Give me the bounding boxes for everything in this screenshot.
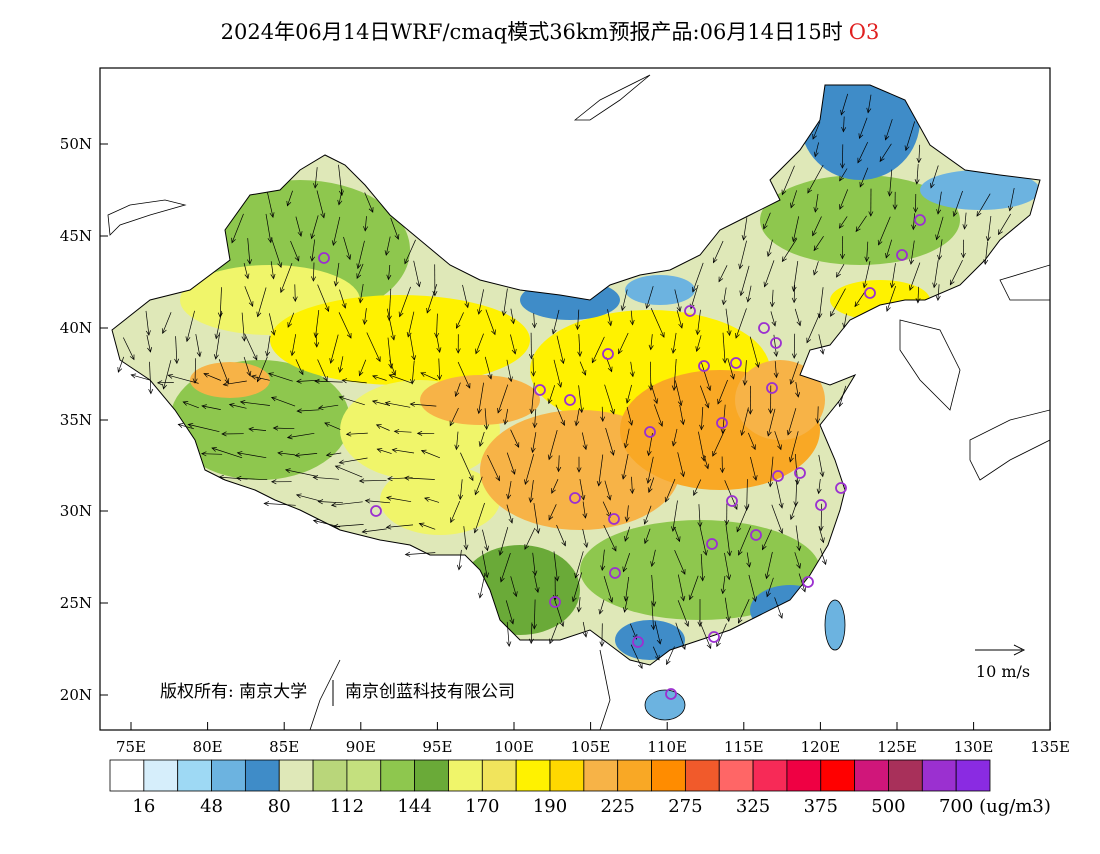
legend-label: 325 <box>736 796 770 817</box>
legend-swatch <box>212 760 246 791</box>
legend-swatch <box>685 760 719 791</box>
lon-label: 95E <box>422 738 452 756</box>
legend-swatch <box>855 760 889 791</box>
lat-label: 40N <box>60 319 92 337</box>
legend-swatch <box>313 760 347 791</box>
legend-swatch <box>584 760 618 791</box>
lon-label: 135E <box>1030 738 1070 756</box>
legend-label: 80 <box>268 796 291 817</box>
lat-label: 30N <box>60 502 92 520</box>
legend-label: 170 <box>465 796 499 817</box>
lon-label: 80E <box>193 738 223 756</box>
legend-label: 700 <box>939 796 973 817</box>
lon-label: 130E <box>954 738 994 756</box>
lon-label: 85E <box>269 738 299 756</box>
wind-arrow <box>821 504 822 531</box>
wind-arrow <box>295 284 296 301</box>
lon-label: 125E <box>877 738 917 756</box>
legend-swatch <box>753 760 787 791</box>
legend-swatch <box>110 760 144 791</box>
legend-swatch <box>245 760 279 791</box>
legend-swatch <box>415 760 449 791</box>
legend-label: 48 <box>200 796 223 817</box>
legend-swatch <box>888 760 922 791</box>
legend-label: 375 <box>804 796 838 817</box>
legend-swatch <box>550 760 584 791</box>
wind-arrow <box>650 362 651 390</box>
lat-label: 25N <box>60 594 92 612</box>
legend-label: 275 <box>668 796 702 817</box>
lon-label: 120E <box>801 738 841 756</box>
legend-swatch <box>482 760 516 791</box>
legend-unit: (ug/m3) <box>979 796 1051 817</box>
legend-swatch <box>787 760 821 791</box>
wind-scale-label: 10 m/s <box>976 662 1030 681</box>
wind-arrow <box>794 334 795 358</box>
legend-swatch <box>178 760 212 791</box>
taiwan-island <box>825 600 845 650</box>
lon-label: 90E <box>346 738 376 756</box>
legend-swatch <box>279 760 313 791</box>
legend-label: 225 <box>601 796 635 817</box>
lon-label: 115E <box>724 738 764 756</box>
lon-label: 105E <box>571 738 611 756</box>
legend-swatch <box>618 760 652 791</box>
legend-label: 16 <box>132 796 155 817</box>
legend-label: 112 <box>330 796 364 817</box>
legend-label: 190 <box>533 796 567 817</box>
legend-swatch <box>144 760 178 791</box>
legend-label: 500 <box>871 796 905 817</box>
company-text: 南京创蓝科技有限公司 <box>345 682 515 702</box>
lat-label: 45N <box>60 227 92 245</box>
legend-swatch <box>516 760 550 791</box>
legend-label: 144 <box>397 796 431 817</box>
colorbar-legend: 16 48 80 112 144 170 190 225 275 325 375 500 700 <box>110 760 990 817</box>
copyright-text: 版权所有: 南京大学 <box>160 682 307 702</box>
legend-swatch <box>956 760 990 791</box>
hainan-island <box>645 690 685 720</box>
lat-label: 35N <box>60 411 92 429</box>
legend-swatch <box>821 760 855 791</box>
legend-swatch <box>922 760 956 791</box>
legend-swatch <box>381 760 415 791</box>
lat-label: 50N <box>60 135 92 153</box>
lon-label: 110E <box>647 738 687 756</box>
legend-swatch <box>652 760 686 791</box>
legend-swatch <box>719 760 753 791</box>
lat-label: 20N <box>60 686 92 704</box>
lon-label: 100E <box>494 738 534 756</box>
lon-label: 75E <box>116 738 146 756</box>
wind-arrow <box>533 358 534 376</box>
legend-swatch <box>347 760 381 791</box>
legend-swatch <box>448 760 482 791</box>
